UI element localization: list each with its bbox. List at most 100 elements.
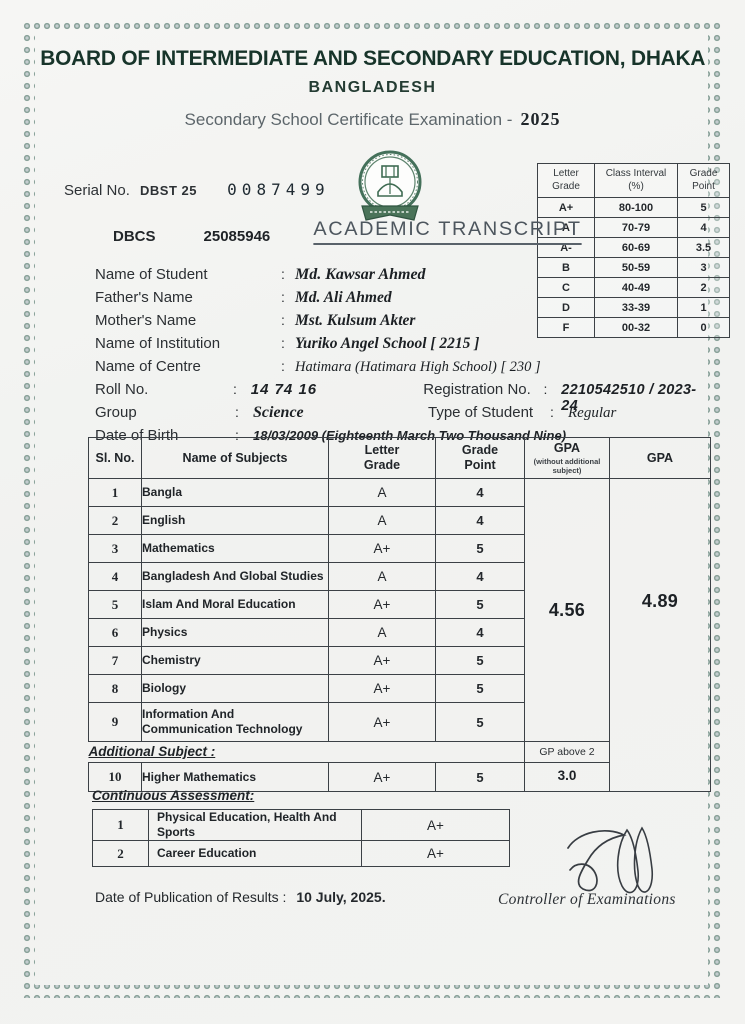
colon: : [235, 427, 239, 443]
point-cell: 5 [435, 534, 525, 563]
subject-cell: Career Education [148, 840, 362, 867]
gp-above-value: 3.0 [557, 768, 577, 783]
header-sl: Sl. No. [88, 437, 142, 479]
sl-cell: 8 [88, 674, 142, 703]
type-label: Type of Student [428, 404, 534, 421]
sl-cell: 10 [88, 762, 142, 792]
cell: A+ [537, 197, 595, 218]
subject-cell: Higher Mathematics [141, 762, 329, 792]
sl-cell: 6 [88, 618, 142, 647]
ca-row: 2 Career Education A+ [92, 840, 510, 867]
exam-title: Secondary School Certificate Examination… [184, 110, 513, 129]
header-letter: Letter Grade [328, 437, 436, 479]
sl-cell: 1 [88, 478, 142, 507]
cell: 80-100 [594, 197, 678, 218]
sl-cell: 2 [92, 840, 149, 867]
subject-row: 2 English A 4 [88, 506, 711, 535]
colon: : [281, 289, 285, 305]
registration-value: 2210542510 / 2023-24 [561, 382, 697, 414]
title-block: BOARD OF INTERMEDIATE AND SECONDARY EDUC… [0, 46, 745, 130]
grade-scale-row: B 50-59 3 [537, 257, 730, 278]
point-cell: 5 [435, 674, 525, 703]
gp-above-cell: GP above 2 3.0 [524, 741, 610, 792]
grade-cell: A [328, 506, 436, 535]
subject-cell: Chemistry [141, 646, 329, 675]
student-field: Name of Centre: Hatimara (Hatimara High … [95, 358, 615, 381]
sl-cell: 2 [88, 506, 142, 535]
continuous-assessment-label: Continuous Assessment: [92, 788, 255, 803]
exam-year: 2025 [520, 109, 561, 129]
sl-cell: 7 [88, 646, 142, 675]
continuous-assessment-table: 1 Physical Education, Health And Sports … [92, 809, 510, 867]
grade-scale-header: Class Interval (%) [594, 163, 678, 198]
header-gpa-without-sub: (without additional subject) [533, 457, 601, 475]
colon: : [543, 381, 548, 397]
gpa-without-cell: 4.56 [524, 478, 610, 742]
grade-scale-row: A+ 80-100 5 [537, 197, 730, 218]
group-value: Science [253, 404, 304, 421]
grade-scale-header: Grade Point [677, 163, 730, 198]
colon: : [550, 404, 554, 420]
cell: 50-59 [594, 257, 678, 278]
grade-cell: A+ [361, 840, 510, 867]
registration-label: Registration No. [423, 381, 531, 398]
subject-cell: Physical Education, Health And Sports [148, 809, 362, 841]
roll-label: Roll No. [95, 381, 149, 398]
subject-cell: Information And Communication Technology [141, 702, 329, 742]
additional-label-cell: Additional Subject : [88, 741, 525, 763]
header-gpa: GPA [609, 437, 711, 479]
publication-date: 10 July, 2025. [296, 889, 386, 905]
serial-label: Serial No. [64, 182, 130, 199]
cell: 4 [677, 217, 730, 238]
doc-title-row: DBCS 25085946 ACADEMIC TRANSCRIPT [113, 218, 582, 245]
country-label: BANGLADESH [308, 79, 437, 96]
controller-signature-icon [552, 818, 662, 899]
grade-cell: A+ [328, 590, 436, 619]
publication-label: Date of Publication of Results : [95, 889, 287, 905]
type-value: Regular [568, 405, 617, 421]
grade-cell: A+ [328, 702, 436, 742]
detail-row: Roll No. : 14 74 16 Registration No. : 2… [95, 381, 711, 414]
gpa-value: 4.89 [641, 591, 679, 611]
header-subject: Name of Subjects [141, 437, 329, 479]
grade-cell: A [328, 562, 436, 591]
student-field: Name of Student: Md. Kawsar Ahmed [95, 266, 615, 289]
subject-row: 4 Bangladesh And Global Studies A 4 [88, 562, 711, 591]
detail-row: Group : Science Type of Student : Regula… [95, 404, 711, 427]
grade-scale-table: Letter Grade Class Interval (%) Grade Po… [537, 163, 730, 338]
header-gpa-without: GPA (without additional subject) [524, 437, 610, 479]
header-point-text: Grade Point [461, 443, 499, 472]
additional-subject-row: 10 Higher Mathematics A+ 5 [88, 762, 711, 792]
field-value: Yuriko Angel School [ 2215 ] [295, 335, 480, 352]
subject-row: 1 Bangla A 4 4.56 4.89 [88, 478, 711, 792]
grade-scale-row: F 00-32 0 [537, 317, 730, 338]
ca-row: 1 Physical Education, Health And Sports … [92, 809, 510, 841]
subject-row: 3 Mathematics A+ 5 [88, 534, 711, 563]
field-label: Name of Institution [95, 335, 221, 352]
field-value: Hatimara (Hatimara High School) [ 230 ] [295, 359, 541, 375]
cell: 0 [677, 317, 730, 338]
exam-details: Roll No. : 14 74 16 Registration No. : 2… [95, 381, 711, 450]
student-field: Father's Name: Md. Ali Ahmed [95, 289, 615, 312]
gpa-without-value: 4.56 [548, 599, 586, 620]
additional-label-row: Additional Subject : GP above 2 3.0 [88, 741, 711, 792]
student-info: Name of Student: Md. Kawsar Ahmed Father… [95, 266, 615, 381]
roll-value: 14 74 16 [250, 381, 318, 398]
colon: : [281, 312, 285, 328]
point-cell: 5 [435, 762, 525, 792]
gp-above-label: GP above 2 [525, 742, 609, 763]
sl-cell: 4 [88, 562, 142, 591]
field-label: Name of Centre [95, 358, 201, 375]
grade-cell: A+ [328, 762, 436, 792]
cell: 2 [677, 277, 730, 298]
grade-cell: A+ [361, 809, 510, 841]
grade-cell: A [328, 478, 436, 507]
grade-scale-row: D 33-39 1 [537, 297, 730, 318]
group-label: Group [95, 404, 137, 421]
point-cell: 5 [435, 646, 525, 675]
point-cell: 4 [435, 562, 525, 591]
point-cell: 5 [435, 590, 525, 619]
header-point: Grade Point [435, 437, 525, 479]
colon: : [281, 335, 285, 351]
